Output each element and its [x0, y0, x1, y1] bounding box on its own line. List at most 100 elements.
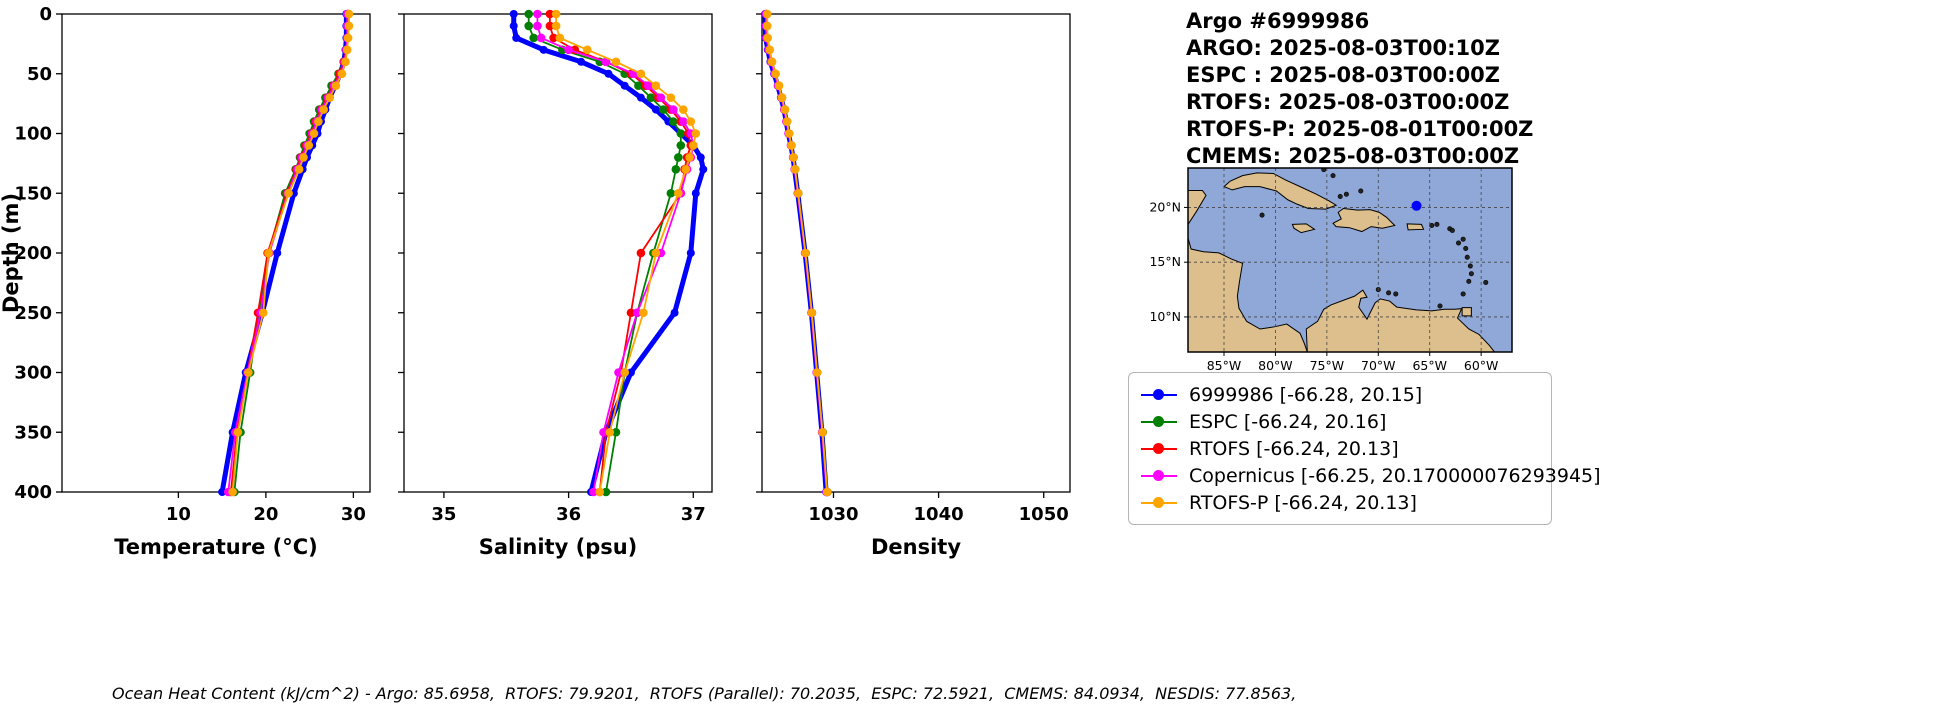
data-marker [681, 165, 691, 174]
islet [1483, 279, 1489, 285]
data-marker [244, 368, 253, 377]
landmass [1406, 223, 1425, 231]
islet [1321, 168, 1327, 173]
islet [1393, 291, 1399, 297]
y-axis-label: Depth (m) [0, 193, 23, 313]
data-marker [659, 105, 668, 114]
y-tick-label: 150 [14, 183, 52, 204]
data-marker [790, 165, 800, 174]
islet [1437, 303, 1443, 309]
data-marker [636, 248, 646, 258]
data-marker [762, 9, 772, 19]
data-marker [691, 189, 700, 198]
map-x-tick-label: 70°W [1361, 358, 1396, 373]
x-tick-label: 36 [556, 504, 581, 525]
x-tick-label: 1050 [1019, 504, 1069, 525]
data-marker [337, 69, 347, 79]
map-y-tick-label: 10°N [1149, 309, 1181, 324]
data-marker [545, 21, 555, 31]
data-marker [634, 81, 643, 90]
islet [1466, 278, 1472, 284]
x-tick-label: 35 [431, 504, 456, 525]
timestamp-rtofs: RTOFS: 2025-08-03T00:00Z [1186, 90, 1510, 114]
data-marker [620, 81, 629, 90]
data-marker [646, 93, 656, 102]
data-marker [509, 10, 518, 18]
data-marker [233, 427, 243, 437]
data-marker [545, 9, 555, 19]
y-tick-label: 350 [14, 422, 52, 443]
data-marker [524, 21, 533, 31]
data-marker [699, 165, 708, 174]
data-marker [651, 81, 661, 90]
landmass [1332, 208, 1396, 233]
data-marker [294, 165, 304, 174]
timestamp-argo: ARGO: 2025-08-03T00:10Z [1186, 36, 1500, 60]
islet [1343, 191, 1349, 197]
islet [1429, 222, 1435, 228]
argo-title: Argo #6999986 [1186, 9, 1370, 33]
timestamp-rtofs-p: RTOFS-P: 2025-08-01T00:00Z [1186, 117, 1534, 141]
data-marker [343, 33, 353, 43]
data-marker [620, 368, 630, 377]
x-tick-label: 1040 [914, 504, 964, 525]
data-marker [793, 188, 803, 198]
y-tick-label: 0 [39, 4, 52, 25]
data-marker [533, 9, 542, 19]
data-marker [691, 129, 701, 138]
islet [1464, 254, 1470, 260]
legend-label: 6999986 [-66.28, 20.15] [1189, 383, 1423, 406]
islet [1456, 240, 1462, 246]
data-marker [636, 93, 645, 102]
x-tick-label: 10 [166, 504, 191, 525]
data-marker [671, 165, 681, 174]
data-marker [218, 488, 227, 496]
y-tick-label: 250 [14, 303, 52, 324]
data-marker [696, 153, 705, 162]
data-marker [676, 129, 686, 138]
data-marker [539, 45, 548, 54]
data-marker [258, 308, 268, 318]
y-tick-label: 300 [14, 363, 52, 384]
data-marker [614, 368, 623, 377]
islet [1460, 236, 1466, 242]
data-marker [686, 117, 696, 126]
legend-item-espc: ESPC [-66.24, 20.16] [1139, 408, 1541, 435]
series-RTOFS-P [551, 9, 701, 497]
data-marker [656, 93, 666, 102]
data-marker [583, 45, 592, 55]
data-marker [536, 33, 546, 43]
data-marker [512, 33, 521, 42]
legend-label: RTOFS-P [-66.24, 20.13] [1189, 491, 1417, 514]
data-marker [822, 487, 832, 497]
map-y-tick-label: 20°N [1149, 199, 1181, 214]
data-marker [264, 248, 273, 258]
data-marker [666, 93, 676, 102]
landmass [1291, 223, 1316, 234]
legend-marker-argo [1139, 387, 1179, 402]
islet [1468, 271, 1474, 277]
data-marker [304, 141, 314, 150]
map-x-tick-label: 65°W [1412, 358, 1447, 373]
map-land [1188, 168, 1496, 352]
data-marker [309, 129, 319, 138]
map-x-tick-label: 85°W [1207, 358, 1242, 373]
info-header: Argo #6999986 ARGO: 2025-08-03T00:10Z ES… [1186, 8, 1533, 170]
data-marker [589, 487, 598, 497]
x-axis-label: Temperature (°C) [114, 535, 317, 559]
y-tick-label: 50 [27, 64, 52, 85]
data-marker [331, 81, 341, 90]
data-marker [686, 249, 695, 257]
islet [1330, 173, 1336, 179]
data-marker [644, 81, 653, 90]
data-marker [777, 93, 787, 102]
landmass [1461, 307, 1472, 317]
data-marker [601, 57, 611, 67]
landmass [1223, 172, 1338, 210]
data-marker [555, 33, 565, 43]
profile-plots: 10 20 30050100150200250300350400Temperatur… [0, 4, 1071, 559]
data-marker [564, 45, 573, 55]
legend-item-rtofs-p: RTOFS-P [-66.24, 20.13] [1139, 489, 1541, 516]
data-marker [611, 427, 621, 437]
